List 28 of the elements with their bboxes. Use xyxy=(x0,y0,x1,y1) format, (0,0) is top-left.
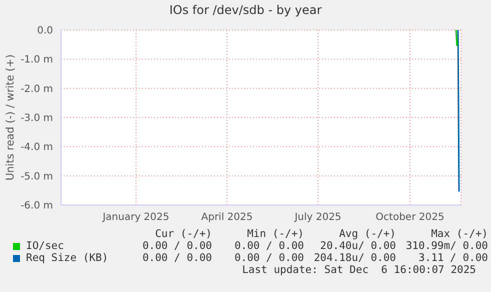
text: 20.40u/ 0.00 xyxy=(319,240,396,252)
y-tick-label: -4.0 m xyxy=(20,142,53,154)
y-tick-label: -3.0 m xyxy=(20,113,53,124)
y-axis-title: Units read (-) / write (+) xyxy=(4,54,17,181)
x-tick-label: July 2025 xyxy=(294,212,342,224)
text: 310.99m/ 0.00 xyxy=(404,240,488,252)
y-tick-label: -2.0 m xyxy=(20,84,53,95)
legend-label: IO/sec xyxy=(26,240,64,252)
x-tick-label: January 2025 xyxy=(102,212,170,224)
legend-label: Req Size (KB) xyxy=(26,252,108,264)
y-tick-label: -5.0 m xyxy=(20,171,53,182)
text: Min (-/+) xyxy=(246,228,304,240)
text: Last update: Sat Dec 6 16:00:07 2025 xyxy=(241,264,477,276)
text: 204.18u/ 0.00 xyxy=(312,252,396,264)
y-tick-label: -1.0 m xyxy=(20,54,53,66)
text: 0.00 / 0.00 xyxy=(233,252,304,264)
text: Avg (-/+) xyxy=(338,228,396,240)
text: 0.00 / 0.00 xyxy=(141,252,212,264)
text: Max (-/+) xyxy=(430,228,488,240)
y-tick-label: 0.0 xyxy=(37,26,53,37)
x-tick-label: April 2025 xyxy=(201,212,253,224)
text: 3.11 / 0.00 xyxy=(417,252,488,264)
x-tick-label: October 2025 xyxy=(376,212,444,224)
y-tick-label: -6.0 m xyxy=(20,200,53,212)
text: 0.00 / 0.00 xyxy=(141,240,212,252)
chart-title: IOs for /dev/sdb - by year xyxy=(168,3,323,17)
text: 0.00 / 0.00 xyxy=(233,240,304,252)
text: Cur (-/+) xyxy=(154,228,212,240)
